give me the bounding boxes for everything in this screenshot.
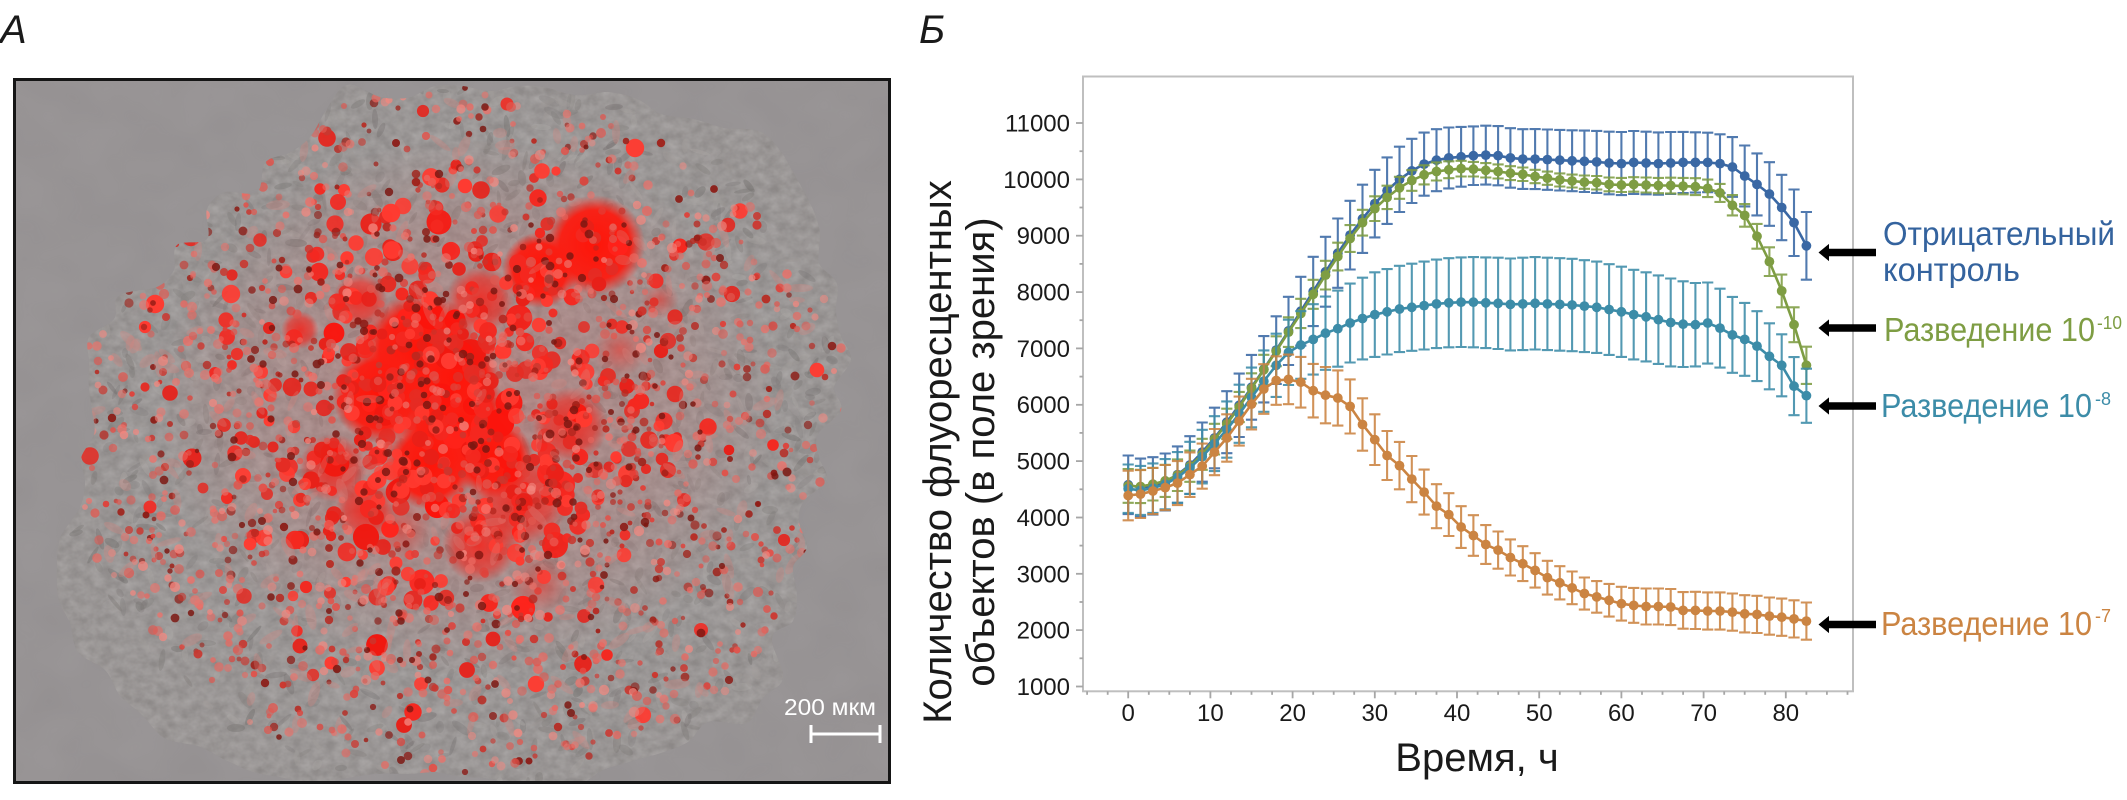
svg-text:Количество флуоресцентных: Количество флуоресцентных <box>916 180 960 724</box>
svg-text:8000: 8000 <box>1017 280 1070 307</box>
svg-text:6000: 6000 <box>1017 392 1070 419</box>
svg-text:-8: -8 <box>2095 388 2111 409</box>
svg-text:80: 80 <box>1772 700 1799 727</box>
svg-text:10: 10 <box>1197 700 1224 727</box>
svg-text:50: 50 <box>1526 700 1553 727</box>
svg-text:70: 70 <box>1690 700 1717 727</box>
svg-text:9000: 9000 <box>1017 223 1070 250</box>
svg-text:0: 0 <box>1122 700 1135 727</box>
svg-text:11000: 11000 <box>1005 111 1070 138</box>
svg-text:контроль: контроль <box>1883 251 2020 288</box>
svg-text:7000: 7000 <box>1017 336 1070 363</box>
svg-text:Отрицательный: Отрицательный <box>1883 215 2115 252</box>
svg-text:Б: Б <box>919 8 945 52</box>
svg-text:200 мкм: 200 мкм <box>784 694 876 720</box>
svg-text:60: 60 <box>1608 700 1635 727</box>
svg-text:5000: 5000 <box>1017 449 1070 476</box>
svg-text:-10: -10 <box>2097 312 2122 333</box>
svg-text:3000: 3000 <box>1017 561 1070 588</box>
svg-text:40: 40 <box>1444 700 1471 727</box>
svg-text:-7: -7 <box>2095 605 2111 626</box>
svg-text:объектов (в поле зрения): объектов (в поле зрения) <box>959 217 1003 686</box>
svg-text:А: А <box>0 8 27 52</box>
svg-text:Разведение 10: Разведение 10 <box>1881 387 2092 424</box>
svg-text:Разведение 10: Разведение 10 <box>1881 605 2092 642</box>
svg-text:20: 20 <box>1279 700 1306 727</box>
svg-text:30: 30 <box>1361 700 1388 727</box>
svg-text:Разведение 10: Разведение 10 <box>1884 311 2095 348</box>
svg-text:1000: 1000 <box>1017 674 1070 701</box>
svg-text:Время, ч: Время, ч <box>1395 736 1558 780</box>
svg-text:4000: 4000 <box>1017 505 1070 532</box>
svg-text:10000: 10000 <box>1003 167 1070 194</box>
svg-text:2000: 2000 <box>1017 618 1070 645</box>
